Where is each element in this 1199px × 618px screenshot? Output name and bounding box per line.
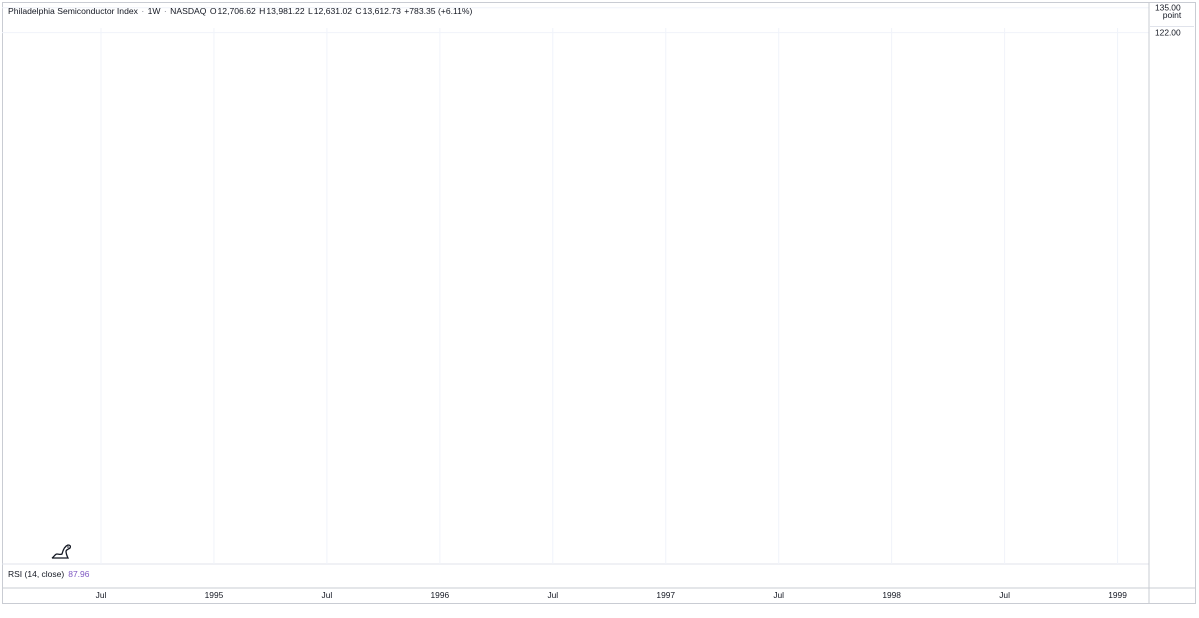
- x-tick-label: 1995: [205, 590, 224, 600]
- x-tick-label: Jul: [96, 590, 107, 600]
- y-tick-label: 122.00: [1155, 28, 1181, 38]
- interval[interactable]: 1W: [147, 6, 161, 16]
- high-label: H: [259, 6, 266, 16]
- x-tick-label: 1999: [1108, 590, 1127, 600]
- price-axis[interactable]: 1,500.001,350.001,200.001,080.00960.0084…: [1140, 0, 1188, 604]
- x-tick-label: Jul: [322, 590, 333, 600]
- x-tick-label: 1997: [656, 590, 675, 600]
- close-label: C: [355, 6, 362, 16]
- tradingview-logo-icon[interactable]: [50, 542, 72, 560]
- x-tick-label: Jul: [999, 590, 1010, 600]
- exchange: NASDAQ: [170, 6, 207, 16]
- x-tick-label: 1996: [431, 590, 450, 600]
- close-value: 13,612.73: [362, 6, 401, 16]
- price-unit-button[interactable]: point: [1150, 4, 1194, 27]
- rsi-label: RSI (14, close): [8, 569, 65, 579]
- grid-lines: [2, 7, 1149, 565]
- high-value: 13,981.22: [266, 6, 305, 16]
- x-tick-label: 1998: [882, 590, 901, 600]
- symbol-legend: Philadelphia Semiconductor Index · 1W · …: [8, 6, 473, 16]
- chart-frame: [2, 2, 1196, 604]
- x-tick-label: Jul: [773, 590, 784, 600]
- open-value: 12,706.62: [217, 6, 256, 16]
- x-tick-label: Jul: [547, 590, 558, 600]
- change-value: +783.35 (+6.11%): [404, 6, 473, 16]
- time-axis[interactable]: Jul1995Jul1996Jul1997Jul1998Jul1999Jul20…: [2, 587, 1199, 600]
- rsi-value: 87.96: [68, 569, 90, 579]
- rsi-pane-legend[interactable]: RSI (14, close) 87.96: [8, 569, 90, 579]
- low-label: L: [308, 6, 313, 16]
- low-value: 12,631.02: [313, 6, 353, 16]
- y-tick-label: 135.00: [1155, 3, 1181, 13]
- symbol-name[interactable]: Philadelphia Semiconductor Index: [8, 6, 138, 16]
- open-label: O: [209, 6, 217, 16]
